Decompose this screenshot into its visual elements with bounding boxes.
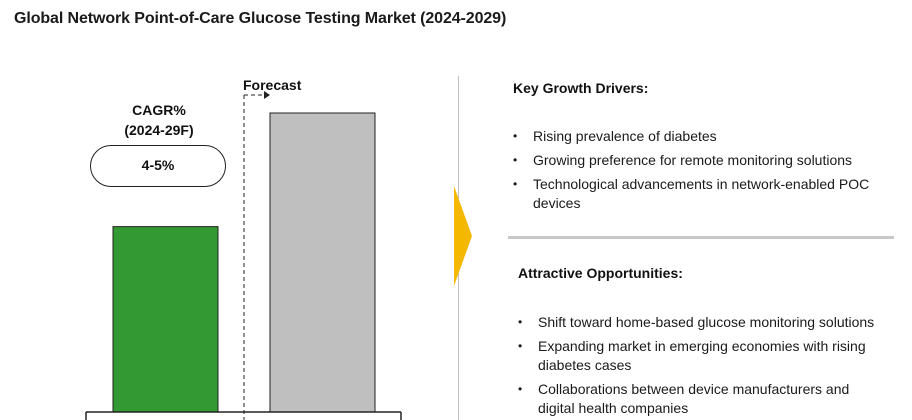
growth-drivers-list: • Rising prevalence of diabetes • Growing p… xyxy=(513,127,873,218)
cagr-label: CAGR% (2024-29F) xyxy=(100,100,218,140)
opportunity-item-text: Expanding market in emerging economies w… xyxy=(538,338,866,373)
page-title: Global Network Point-of-Care Glucose Tes… xyxy=(14,10,507,27)
cagr-value-badge: 4-5% xyxy=(90,145,226,187)
bullet-icon: • xyxy=(513,153,518,167)
bullet-icon: • xyxy=(518,315,523,329)
bar-chart xyxy=(85,91,402,420)
bar-forecast xyxy=(269,112,376,413)
bullet-icon: • xyxy=(513,177,518,191)
forecast-arrow-head xyxy=(264,91,270,99)
opportunities-title: Attractive Opportunities: xyxy=(518,265,683,281)
forecast-label: Forecast xyxy=(243,77,302,93)
driver-item: • Rising prevalence of diabetes xyxy=(513,127,873,146)
growth-drivers-title: Key Growth Drivers: xyxy=(513,80,649,96)
driver-item-text: Growing preference for remote monitoring… xyxy=(533,152,853,168)
cagr-label-line1: CAGR% xyxy=(132,102,186,118)
opportunities-list: • Shift toward home-based glucose monitor… xyxy=(518,313,878,420)
bullet-icon: • xyxy=(518,339,523,353)
cagr-label-line2: (2024-29F) xyxy=(124,122,194,138)
driver-item: • Technological advancements in network-e… xyxy=(513,175,873,213)
chevron-right-icon xyxy=(454,186,472,286)
opportunity-item-text: Shift toward home-based glucose monitori… xyxy=(538,314,875,330)
driver-item-text: Rising prevalence of diabetes xyxy=(533,128,717,144)
horizontal-divider xyxy=(508,236,894,239)
driver-item: • Growing preference for remote monitorin… xyxy=(513,151,873,170)
bullet-icon: • xyxy=(513,129,518,143)
bar-actual xyxy=(112,226,219,413)
opportunity-item-text: Collaborations between device manufactur… xyxy=(538,381,850,416)
bar-group xyxy=(112,112,376,413)
opportunity-item: • Shift toward home-based glucose monitor… xyxy=(518,313,878,332)
opportunity-item: • Collaborations between device manufactu… xyxy=(518,380,878,418)
opportunity-item: • Expanding market in emerging economies … xyxy=(518,337,878,375)
bullet-icon: • xyxy=(518,382,523,396)
driver-item-text: Technological advancements in network-en… xyxy=(533,176,870,211)
